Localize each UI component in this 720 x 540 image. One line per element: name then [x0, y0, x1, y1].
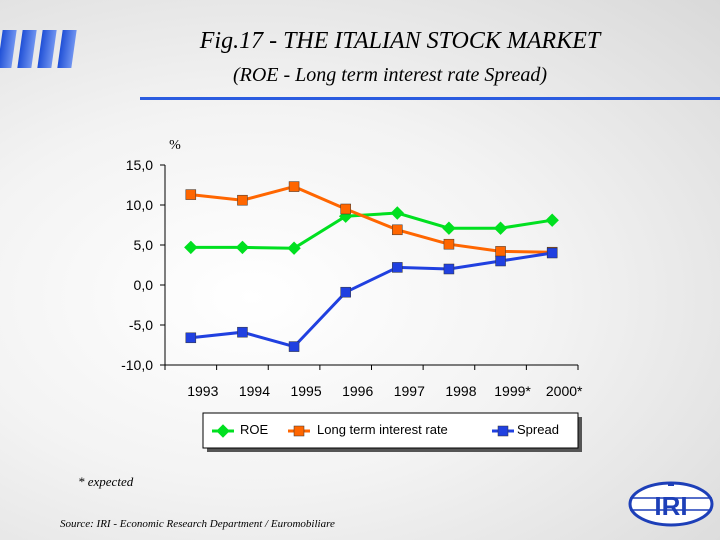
y-tick-label: -10,0	[121, 357, 153, 373]
x-tick-label: 2000*	[546, 383, 583, 399]
header-rule	[140, 97, 720, 100]
interest-rate-point	[495, 246, 506, 257]
interest-rate-point	[288, 181, 300, 192]
roe-legend-marker	[216, 424, 230, 438]
chart-subtitle: (ROE - Long term interest rate Spread)	[232, 64, 548, 86]
roe-point	[287, 241, 301, 255]
spread-point	[237, 326, 248, 338]
interest-rate-point	[185, 189, 197, 200]
x-tick-label: 1994	[239, 383, 270, 399]
interest-rate-legend-marker	[293, 425, 305, 437]
interest-rate-point	[443, 238, 455, 250]
spread-point	[546, 247, 558, 259]
interest-rate-legend-label: Long term interest rate	[317, 422, 448, 437]
x-tick-label: 1998	[445, 383, 476, 399]
y-tick-label: -5,0	[129, 317, 153, 333]
roe-point	[442, 221, 456, 235]
interest-rate-line	[190, 185, 553, 254]
x-tick-label: 1993	[187, 383, 218, 399]
interest-rate-point	[237, 194, 248, 206]
roe-legend-label: ROE	[240, 422, 269, 437]
footnote: * expected	[78, 474, 134, 489]
chart-title: Fig.17 - THE ITALIAN STOCK MARKET	[199, 28, 601, 54]
x-tick-label: 1996	[342, 383, 373, 399]
iri-logo: IRI	[628, 481, 714, 527]
x-tick-label: 1997	[394, 383, 425, 399]
spread-line	[190, 251, 553, 349]
spread-point	[443, 263, 455, 275]
y-tick-label: 5,0	[134, 237, 154, 253]
roe-point	[545, 213, 559, 227]
spread-point	[340, 286, 351, 298]
spread-point	[288, 341, 300, 352]
y-axis-unit-label: %	[169, 138, 181, 153]
roe-point	[390, 206, 405, 220]
roe-point	[184, 240, 198, 255]
spread-point	[495, 255, 506, 267]
spread-legend-label: Spread	[517, 422, 559, 437]
y-tick-label: 15,0	[126, 157, 153, 173]
interest-rate-point	[340, 203, 351, 215]
x-tick-label: 1995	[290, 383, 321, 399]
interest-rate-point	[392, 224, 403, 236]
spread-point	[392, 262, 403, 273]
x-tick-label: 1999*	[494, 383, 531, 399]
roe-point	[493, 221, 508, 235]
source-note: Source: IRI - Economic Research Departme…	[60, 518, 335, 530]
roe-line	[190, 211, 553, 250]
roe-point	[235, 240, 250, 255]
legend-box	[202, 412, 579, 449]
y-tick-label: 0,0	[134, 277, 154, 293]
iri-logo-text: IRI	[654, 491, 687, 521]
y-tick-label: 10,0	[126, 197, 153, 213]
spread-legend-marker	[497, 425, 509, 437]
spread-point	[185, 332, 197, 344]
